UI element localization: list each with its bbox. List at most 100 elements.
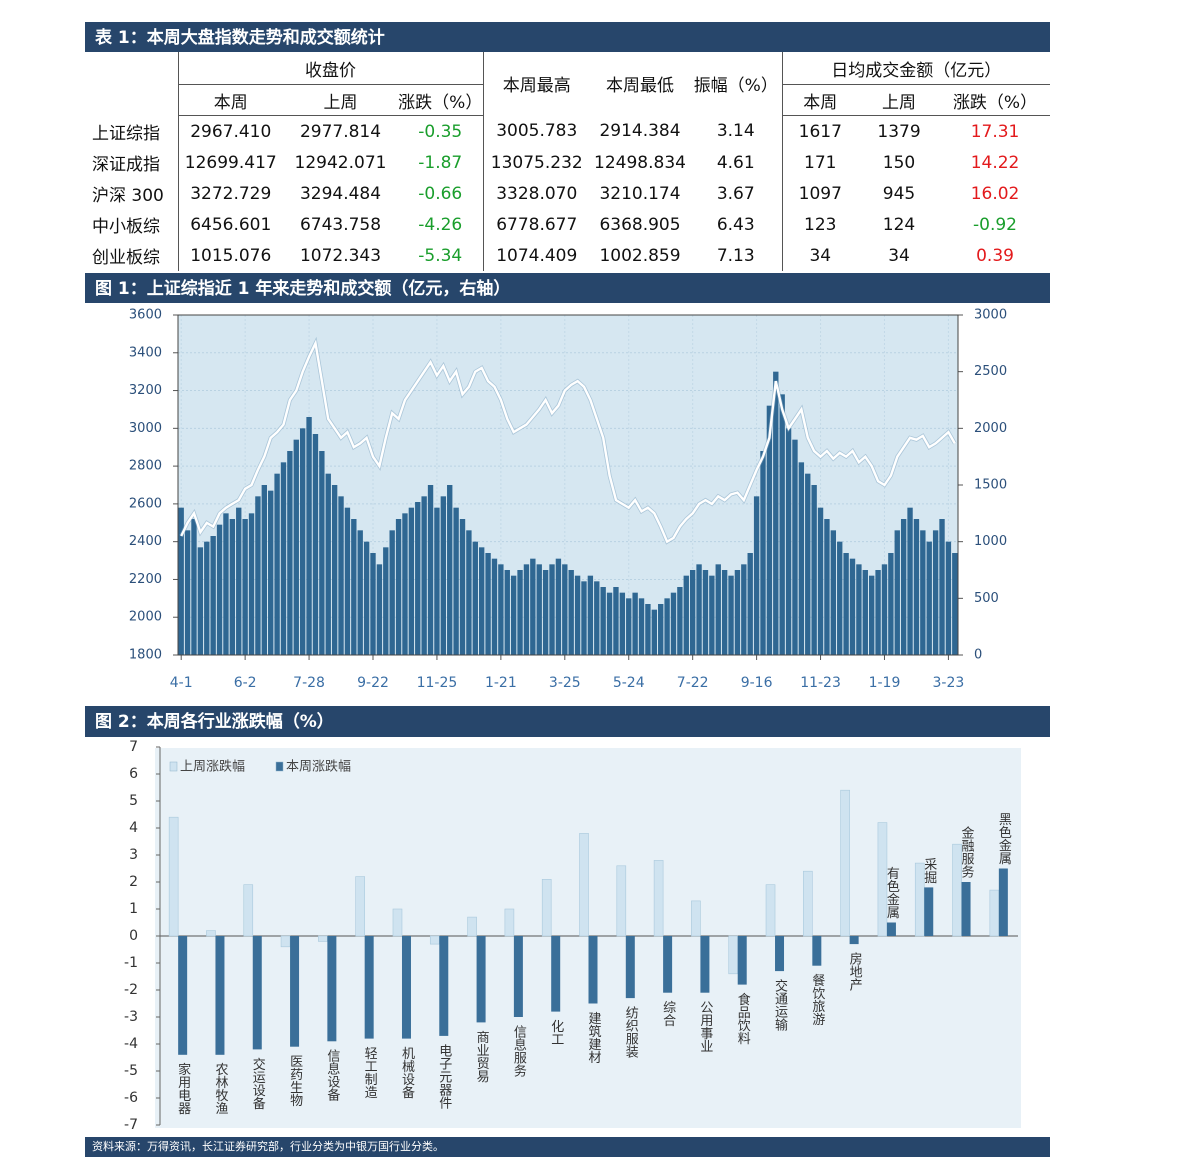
data-cell: 945 [882, 183, 916, 204]
category-label: 农林牧渔 [212, 1063, 228, 1115]
y-tick-label: 2400 [129, 534, 162, 549]
volume-bar [862, 570, 868, 655]
volume-bar [626, 598, 632, 655]
volume-bar [875, 570, 881, 655]
y-tick-label: 1800 [129, 648, 162, 663]
volume-bar [728, 575, 734, 655]
data-row: 深证成指 12699.417 12942.071 -1.87 13075.232 1249… [85, 147, 1050, 178]
category-label: 采掘 [921, 857, 937, 883]
volume-bar [952, 553, 958, 655]
data-cell: 13075.232 [482, 147, 591, 178]
last-week-bar [243, 884, 254, 937]
x-tick-label: 11-23 [800, 675, 841, 691]
data-cell: 16.02 [970, 183, 1020, 204]
volume-bar [542, 570, 549, 655]
volume-bar [785, 428, 792, 655]
last-week-bar [318, 935, 328, 942]
category-label: 建筑建材 [586, 1012, 602, 1064]
volume-bar [760, 451, 766, 655]
data-cell: -0.66 [418, 183, 463, 204]
y2-tick-label: 3000 [974, 308, 1007, 323]
volume-bar [370, 553, 376, 655]
category-label: 轻工制造 [362, 1047, 378, 1100]
volume-bar [907, 507, 913, 655]
y-tick-label: 2800 [129, 459, 162, 474]
y2-tick-label: 2000 [974, 421, 1007, 436]
category-label: 餐饮旅游 [809, 973, 825, 1026]
plot-frame [177, 314, 959, 656]
category-label: 纺织服装 [623, 1006, 639, 1058]
volume-bar [453, 507, 459, 655]
data-cell: 14.22 [970, 152, 1020, 173]
volume-bar [415, 502, 421, 655]
category-label: 医药生物 [287, 1055, 303, 1108]
this-week-bar [625, 936, 635, 999]
volume-bar [255, 496, 261, 655]
header-cell: 本周最低 [606, 76, 675, 97]
volume-bar [562, 564, 568, 655]
last-week-bar [467, 916, 477, 937]
volume-bar [383, 547, 389, 655]
volume-bar [689, 570, 696, 655]
y-tick-label: 3000 [129, 421, 162, 436]
volume-bar [242, 519, 248, 655]
x-tick-label: 1-21 [485, 675, 517, 691]
x-tick-label: 7-28 [293, 675, 325, 691]
volume-bar [280, 462, 287, 655]
row-header: 沪深 300 [92, 186, 164, 206]
volume-bar [932, 530, 939, 655]
data-cell: 1074.409 [482, 240, 591, 271]
y-tick-label: 3200 [129, 383, 162, 398]
volume-bar [670, 592, 677, 655]
volume-bar [408, 507, 415, 655]
data-cell: 6456.601 [177, 209, 283, 240]
y-tick-label: 6 [129, 766, 138, 782]
row-header: 上证综指 [92, 123, 160, 144]
data-cell: -1.87 [418, 152, 463, 173]
volume-bar [856, 564, 862, 655]
data-cell: 124 [882, 214, 916, 235]
category-label: 公用事业 [697, 1001, 713, 1053]
volume-bar [498, 564, 504, 655]
volume-bar [568, 570, 574, 655]
data-cell: 6.43 [716, 214, 755, 235]
volume-bar [658, 604, 664, 655]
this-week-bar [401, 936, 411, 1039]
last-week-bar [579, 833, 589, 937]
stats-table: 收盘价 本周最高 本周最低 振幅（%） 日均成交金额（亿元） 本周 上周 涨跌（%） 本周 上周涨… [85, 52, 1051, 271]
volume-bar [236, 507, 242, 655]
volume-bar [900, 519, 907, 655]
volume-bar [216, 524, 223, 655]
last-week-bar [691, 900, 701, 937]
x-tick-label: 4-1 [170, 675, 193, 691]
x-tick-label: 5-24 [613, 675, 645, 691]
row-header: 创业板综 [92, 248, 160, 268]
data-cell: -0.92 [973, 214, 1018, 235]
volume-bar [395, 519, 402, 655]
data-cell: 34 [781, 240, 859, 271]
data-cell: 12699.417 [177, 147, 283, 178]
data-cell: 3328.070 [482, 178, 591, 209]
y-tick-label: 2600 [129, 496, 162, 511]
last-week-bar [765, 884, 776, 937]
figure-title-bar [85, 273, 1050, 303]
y-tick-label: -2 [124, 982, 138, 998]
data-cell: 171 [781, 147, 859, 178]
last-week-bar [728, 935, 739, 975]
volume-bar [843, 553, 849, 655]
y-tick-label: -3 [124, 1009, 138, 1025]
volume-bar [197, 547, 204, 655]
data-cell: -0.35 [418, 121, 463, 142]
x-tick-label: 7-22 [677, 675, 709, 691]
last-week-bar [429, 935, 440, 945]
subheader-cell: 上周 [283, 84, 398, 116]
volume-bar [779, 394, 785, 655]
data-cell: -4.26 [418, 214, 463, 235]
header-cell: 收盘价 [177, 52, 484, 85]
subheader-cell: 本周 [781, 84, 859, 116]
volume-bar [261, 485, 267, 655]
data-row: 创业板综 1015.076 1072.343 -5.34 1074.409 1002.85… [85, 240, 1050, 271]
category-label: 机械设备 [399, 1047, 415, 1100]
data-cell: 2914.384 [599, 121, 681, 142]
volume-bar [613, 587, 619, 655]
